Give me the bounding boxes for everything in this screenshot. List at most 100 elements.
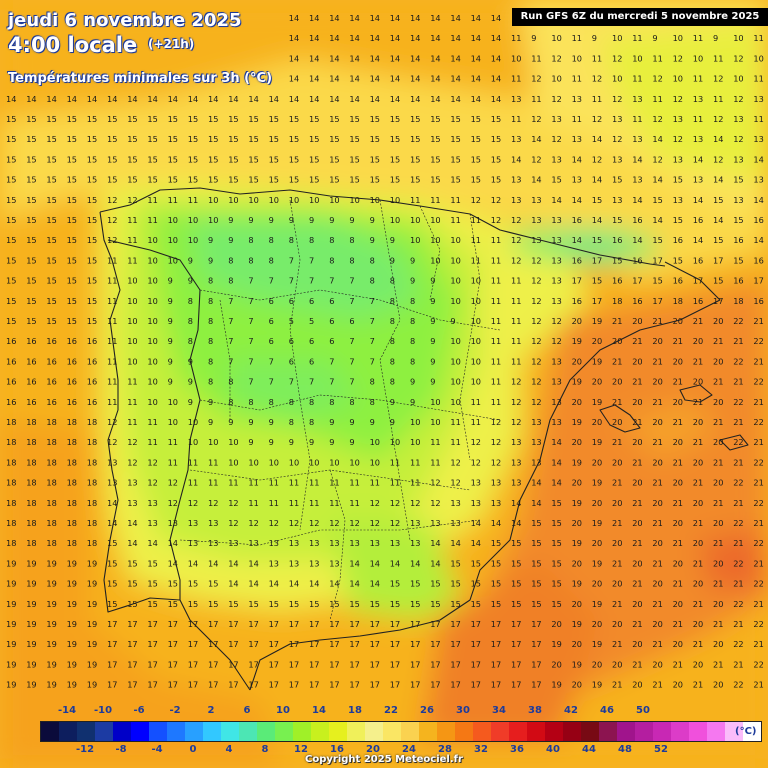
grid-value: 9 xyxy=(248,437,253,447)
grid-value: 14 xyxy=(370,94,380,104)
grid-value: 12 xyxy=(147,457,157,467)
grid-value: 20 xyxy=(572,478,582,488)
grid-value: 10 xyxy=(673,74,683,84)
grid-value: 11 xyxy=(127,397,137,407)
grid-value: 7 xyxy=(349,276,354,286)
grid-value: 8 xyxy=(349,397,354,407)
grid-value: 12 xyxy=(107,417,117,427)
grid-value: 15 xyxy=(450,134,460,144)
grid-value: 14 xyxy=(471,94,481,104)
grid-value: 14 xyxy=(329,579,339,589)
grid-value: 13 xyxy=(471,478,481,488)
grid-value: 22 xyxy=(733,639,743,649)
grid-value: 8 xyxy=(370,276,375,286)
grid-value: 8 xyxy=(208,296,213,306)
grid-value: 11 xyxy=(491,356,501,366)
grid-value: 19 xyxy=(551,680,561,690)
grid-value: 15 xyxy=(228,599,238,609)
grid-value: 17 xyxy=(107,680,117,690)
grid-value: 15 xyxy=(309,599,319,609)
grid-value: 8 xyxy=(289,235,294,245)
grid-value: 15 xyxy=(67,195,77,205)
grid-value: 18 xyxy=(673,296,683,306)
grid-value: 11 xyxy=(511,114,521,124)
grid-value: 11 xyxy=(127,377,137,387)
grid-value: 16 xyxy=(612,276,622,286)
scale-swatch xyxy=(77,722,95,741)
grid-value: 15 xyxy=(531,518,541,528)
grid-value: 14 xyxy=(289,579,299,589)
grid-value: 21 xyxy=(713,417,723,427)
grid-value: 11 xyxy=(450,437,460,447)
grid-value: 7 xyxy=(228,356,233,366)
legend-label: 2 xyxy=(207,705,215,716)
grid-value: 15 xyxy=(390,579,400,589)
grid-value: 15 xyxy=(269,134,279,144)
grid-value: 14 xyxy=(632,195,642,205)
grid-value: 11 xyxy=(269,498,279,508)
grid-value: 14 xyxy=(188,94,198,104)
grid-value: 13 xyxy=(349,538,359,548)
grid-value: 20 xyxy=(612,579,622,589)
run-info: Run GFS 6Z du mercredi 5 novembre 2025 xyxy=(512,8,768,26)
legend-label: 50 xyxy=(636,705,650,716)
legend-label: -6 xyxy=(133,705,145,716)
temperature-values: 14 14 14 14 14 14 14 14 14 14 14 14 14 14 14 14 14 14 14 14… xyxy=(6,13,764,690)
grid-value: 11 xyxy=(572,74,582,84)
grid-value: 10 xyxy=(450,255,460,265)
grid-value: 17 xyxy=(248,639,258,649)
grid-value: 8 xyxy=(228,397,233,407)
grid-value: 20 xyxy=(572,437,582,447)
grid-value: 13 xyxy=(673,114,683,124)
grid-value: 11 xyxy=(208,478,218,488)
grid-value: 17 xyxy=(349,680,359,690)
grid-value: 9 xyxy=(188,276,193,286)
grid-value: 13 xyxy=(147,518,157,528)
grid-value: 15 xyxy=(370,134,380,144)
legend-label: 18 xyxy=(348,705,362,716)
grid-value: 10 xyxy=(471,316,481,326)
grid-value: 15 xyxy=(188,175,198,185)
grid-value: 19 xyxy=(6,579,16,589)
grid-value: 21 xyxy=(693,356,703,366)
grid-value: 14 xyxy=(551,195,561,205)
grid-value: 7 xyxy=(349,356,354,366)
grid-value: 10 xyxy=(147,356,157,366)
grid-value: 12 xyxy=(531,336,541,346)
legend-label: 44 xyxy=(582,744,596,755)
scale-swatch xyxy=(671,722,689,741)
grid-value: 12 xyxy=(450,457,460,467)
grid-value: 14 xyxy=(753,195,763,205)
grid-value: 21 xyxy=(652,437,662,447)
local-time: 4:00 locale xyxy=(8,33,138,57)
legend-label: 22 xyxy=(384,705,398,716)
grid-value: 11 xyxy=(572,33,582,43)
grid-value: 18 xyxy=(46,538,56,548)
grid-value: 20 xyxy=(713,599,723,609)
grid-value: 12 xyxy=(592,74,602,84)
grid-value: 9 xyxy=(208,255,213,265)
grid-value: 9 xyxy=(410,377,415,387)
grid-value: 7 xyxy=(370,356,375,366)
scale-swatch xyxy=(491,722,509,741)
grid-value: 9 xyxy=(430,316,435,326)
grid-value: 13 xyxy=(269,558,279,568)
grid-value: 11 xyxy=(511,276,521,286)
grid-value: 14 xyxy=(147,94,157,104)
grid-value: 14 xyxy=(572,154,582,164)
grid-value: 12 xyxy=(531,397,541,407)
grid-value: 10 xyxy=(632,53,642,63)
grid-value: 14 xyxy=(511,498,521,508)
grid-value: 17 xyxy=(228,659,238,669)
grid-value: 15 xyxy=(26,276,36,286)
grid-value: 14 xyxy=(370,579,380,589)
grid-value: 14 xyxy=(228,579,238,589)
grid-value: 18 xyxy=(46,437,56,447)
grid-value: 14 xyxy=(6,94,16,104)
scale-swatch xyxy=(419,722,437,741)
grid-value: 10 xyxy=(188,235,198,245)
scale-swatch xyxy=(437,722,455,741)
grid-value: 19 xyxy=(572,377,582,387)
grid-value: 18 xyxy=(26,518,36,528)
grid-value: 14 xyxy=(289,94,299,104)
